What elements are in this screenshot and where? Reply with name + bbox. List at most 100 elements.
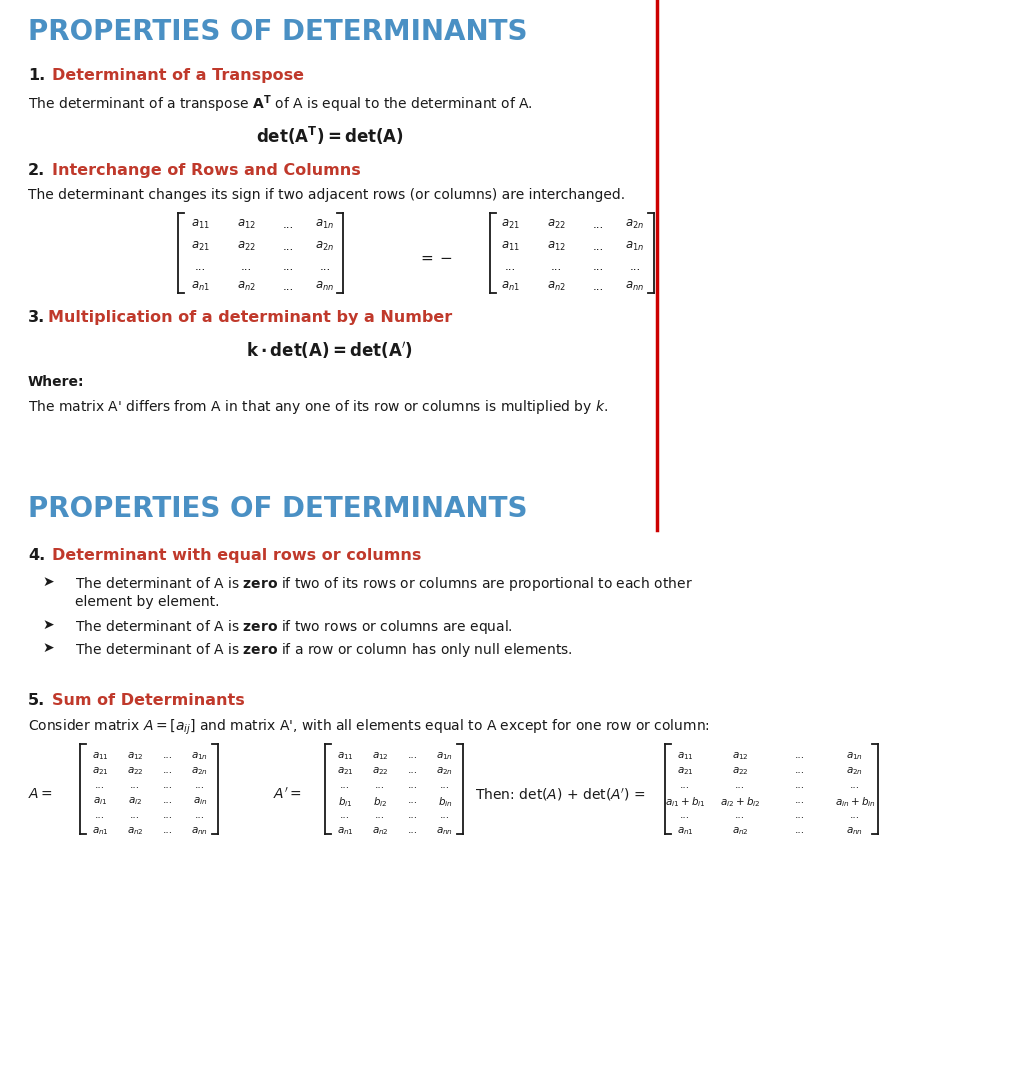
Text: ...: ... bbox=[408, 765, 418, 775]
Text: ...: ... bbox=[592, 218, 603, 231]
Text: $a_{nn}$: $a_{nn}$ bbox=[847, 825, 863, 837]
Text: ...: ... bbox=[850, 810, 860, 820]
Text: ...: ... bbox=[408, 780, 418, 790]
Text: ...: ... bbox=[163, 780, 173, 790]
Text: $a_{21}$: $a_{21}$ bbox=[91, 765, 109, 777]
Text: ...: ... bbox=[795, 825, 805, 835]
Text: ...: ... bbox=[680, 780, 690, 790]
Text: Consider matrix $A = [a_{ij}]$ and matrix A', with all elements equal to A excep: Consider matrix $A = [a_{ij}]$ and matri… bbox=[28, 718, 710, 737]
Text: ...: ... bbox=[408, 825, 418, 835]
Text: $a_{i1}+b_{i1}$: $a_{i1}+b_{i1}$ bbox=[665, 795, 706, 809]
Text: ...: ... bbox=[630, 260, 641, 273]
Text: Interchange of Rows and Columns: Interchange of Rows and Columns bbox=[52, 163, 360, 178]
Text: $a_{i2}+b_{i2}$: $a_{i2}+b_{i2}$ bbox=[720, 795, 760, 809]
Text: ...: ... bbox=[283, 279, 294, 293]
Text: 2.: 2. bbox=[28, 163, 45, 178]
Text: Where:: Where: bbox=[28, 375, 85, 390]
Text: $b_{i2}$: $b_{i2}$ bbox=[373, 795, 387, 809]
Text: $a_{n1}$: $a_{n1}$ bbox=[501, 279, 519, 293]
Text: Then: det$(A)$ + det$(A')$ =: Then: det$(A)$ + det$(A')$ = bbox=[475, 787, 646, 803]
Text: $a_{n1}$: $a_{n1}$ bbox=[91, 825, 109, 837]
Text: ...: ... bbox=[283, 260, 294, 273]
Text: ...: ... bbox=[550, 260, 561, 273]
Text: $a_{2n}$: $a_{2n}$ bbox=[315, 240, 335, 254]
Text: ...: ... bbox=[408, 750, 418, 760]
Text: 1.: 1. bbox=[28, 68, 45, 83]
Text: $a_{22}$: $a_{22}$ bbox=[731, 765, 749, 777]
Text: ...: ... bbox=[283, 218, 294, 231]
Text: $a_{22}$: $a_{22}$ bbox=[372, 765, 388, 777]
Text: $a_{n2}$: $a_{n2}$ bbox=[547, 279, 565, 293]
Text: ...: ... bbox=[195, 260, 206, 273]
Text: $a_{nn}$: $a_{nn}$ bbox=[191, 825, 209, 837]
Text: The determinant of A is $\mathbf{zero}$ if a row or column has only null element: The determinant of A is $\mathbf{zero}$ … bbox=[75, 641, 572, 659]
Text: ...: ... bbox=[505, 260, 516, 273]
Text: ...: ... bbox=[195, 810, 205, 820]
Text: $a_{n2}$: $a_{n2}$ bbox=[731, 825, 749, 837]
Text: ...: ... bbox=[95, 810, 105, 820]
Text: PROPERTIES OF DETERMINANTS: PROPERTIES OF DETERMINANTS bbox=[28, 18, 527, 46]
Text: ...: ... bbox=[735, 810, 745, 820]
Text: $a_{nn}$: $a_{nn}$ bbox=[626, 279, 644, 293]
Text: $\mathbf{det(A^T) = det(A)}$: $\mathbf{det(A^T) = det(A)}$ bbox=[256, 125, 403, 147]
Text: $a_{22}$: $a_{22}$ bbox=[237, 240, 255, 254]
Text: 5.: 5. bbox=[28, 693, 45, 708]
Text: $a_{12}$: $a_{12}$ bbox=[372, 750, 388, 762]
Text: The determinant of a transpose $\mathbf{A^T}$ of A is equal to the determinant o: The determinant of a transpose $\mathbf{… bbox=[28, 93, 532, 114]
Text: $a_{n1}$: $a_{n1}$ bbox=[677, 825, 693, 837]
Text: $a_{1n}$: $a_{1n}$ bbox=[315, 218, 335, 231]
Text: $a_{21}$: $a_{21}$ bbox=[501, 218, 519, 231]
Text: $a_{nn}$: $a_{nn}$ bbox=[315, 279, 335, 293]
Text: $a_{21}$: $a_{21}$ bbox=[677, 765, 693, 777]
Text: $a_{2n}$: $a_{2n}$ bbox=[191, 765, 209, 777]
Text: ...: ... bbox=[795, 765, 805, 775]
Text: ...: ... bbox=[592, 260, 603, 273]
Text: $a_{2n}$: $a_{2n}$ bbox=[626, 218, 644, 231]
Text: ...: ... bbox=[440, 780, 451, 790]
Text: $a_{11}$: $a_{11}$ bbox=[91, 750, 109, 762]
Text: ...: ... bbox=[408, 810, 418, 820]
Text: $A = $: $A = $ bbox=[28, 787, 53, 801]
Text: The matrix A' differs from A in that any one of its row or columns is multiplied: The matrix A' differs from A in that any… bbox=[28, 398, 608, 416]
Text: Sum of Determinants: Sum of Determinants bbox=[52, 693, 245, 708]
Text: ...: ... bbox=[241, 260, 252, 273]
Text: $a_{12}$: $a_{12}$ bbox=[731, 750, 749, 762]
Text: $a_{in}+b_{in}$: $a_{in}+b_{in}$ bbox=[835, 795, 876, 809]
Text: $a_{n1}$: $a_{n1}$ bbox=[337, 825, 353, 837]
Text: The determinant changes its sign if two adjacent rows (or columns) are interchan: The determinant changes its sign if two … bbox=[28, 188, 625, 202]
Text: $a_{11}$: $a_{11}$ bbox=[501, 240, 519, 254]
Text: $a_{22}$: $a_{22}$ bbox=[547, 218, 565, 231]
Text: $a_{1n}$: $a_{1n}$ bbox=[436, 750, 454, 762]
Text: ...: ... bbox=[163, 765, 173, 775]
Text: ➤: ➤ bbox=[42, 641, 53, 655]
Text: ...: ... bbox=[130, 780, 140, 790]
Text: $= -$: $= -$ bbox=[418, 250, 453, 265]
Text: ...: ... bbox=[592, 240, 603, 252]
Text: 3.: 3. bbox=[28, 310, 45, 325]
Text: $a_{i2}$: $a_{i2}$ bbox=[128, 795, 142, 807]
Text: $a_{n1}$: $a_{n1}$ bbox=[190, 279, 210, 293]
Text: ...: ... bbox=[163, 795, 173, 805]
Text: $a_{i1}$: $a_{i1}$ bbox=[93, 795, 108, 807]
Text: $A' = $: $A' = $ bbox=[273, 787, 302, 802]
Text: $a_{2n}$: $a_{2n}$ bbox=[436, 765, 454, 777]
Text: $a_{11}$: $a_{11}$ bbox=[190, 218, 210, 231]
Text: $a_{1n}$: $a_{1n}$ bbox=[626, 240, 644, 254]
Text: ...: ... bbox=[130, 810, 140, 820]
Text: ...: ... bbox=[735, 780, 745, 790]
Text: $a_{n2}$: $a_{n2}$ bbox=[127, 825, 143, 837]
Text: $b_{i1}$: $b_{i1}$ bbox=[338, 795, 352, 809]
Text: $a_{nn}$: $a_{nn}$ bbox=[436, 825, 454, 837]
Text: ...: ... bbox=[163, 750, 173, 760]
Text: ...: ... bbox=[680, 810, 690, 820]
Text: Determinant of a Transpose: Determinant of a Transpose bbox=[52, 68, 304, 83]
Text: $a_{n2}$: $a_{n2}$ bbox=[237, 279, 255, 293]
Text: ...: ... bbox=[319, 260, 331, 273]
Text: ...: ... bbox=[375, 810, 385, 820]
Text: The determinant of A is $\mathbf{zero}$ if two rows or columns are equal.: The determinant of A is $\mathbf{zero}$ … bbox=[75, 618, 513, 636]
Text: ...: ... bbox=[375, 780, 385, 790]
Text: $a_{21}$: $a_{21}$ bbox=[190, 240, 210, 254]
Text: $a_{11}$: $a_{11}$ bbox=[337, 750, 353, 762]
Text: ...: ... bbox=[795, 795, 805, 805]
Text: $a_{1n}$: $a_{1n}$ bbox=[191, 750, 209, 762]
